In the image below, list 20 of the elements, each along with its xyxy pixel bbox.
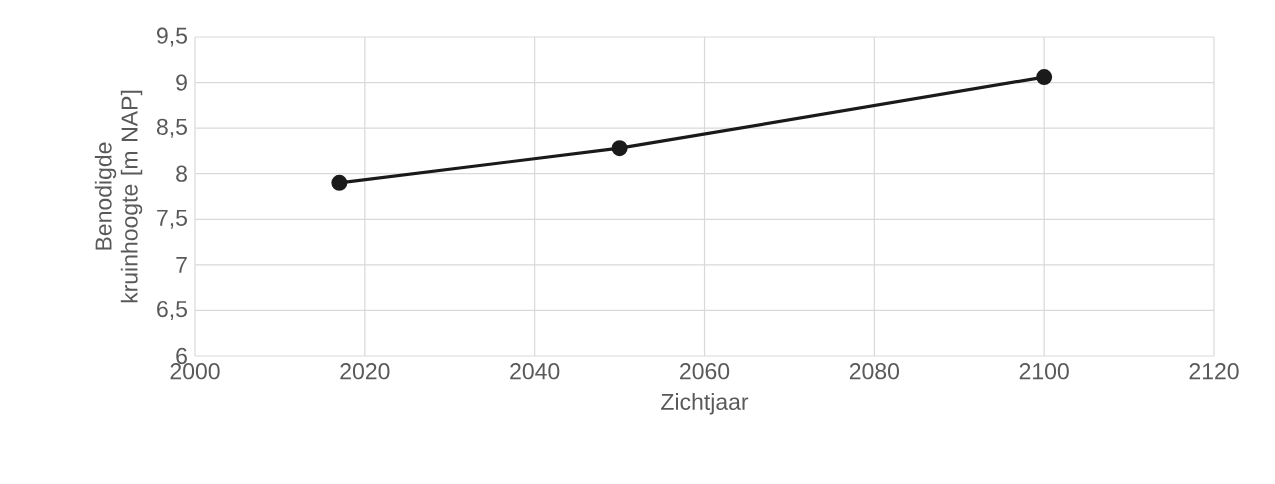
y-axis-title: Benodigde kruinhoogte [m NAP]	[94, 90, 143, 303]
x-tick-label: 2120	[1189, 363, 1239, 380]
y-tick-label: 9,5	[157, 27, 187, 47]
x-tick-label: 2000	[170, 363, 220, 380]
y-tick-label: 7	[176, 256, 187, 273]
x-tick-label: 2080	[849, 363, 899, 380]
y-tick-label: 8,5	[156, 118, 187, 138]
y-tick-label: 6	[176, 347, 187, 365]
y-tick-label: 7,5	[157, 209, 187, 229]
point	[331, 174, 348, 191]
point	[1036, 69, 1053, 86]
y-tick-label: 6,5	[157, 300, 187, 320]
y-tick-label: 8	[176, 165, 187, 182]
x-tick-label: 2020	[340, 363, 390, 380]
x-tick-label: 2060	[680, 363, 730, 380]
x-tick-label: 2040	[510, 363, 560, 380]
x-axis-title: Zichtjaar	[661, 393, 749, 415]
x-tick-label: 2100	[1019, 363, 1069, 380]
point	[611, 140, 628, 157]
y-tick-label: 9	[176, 74, 187, 91]
